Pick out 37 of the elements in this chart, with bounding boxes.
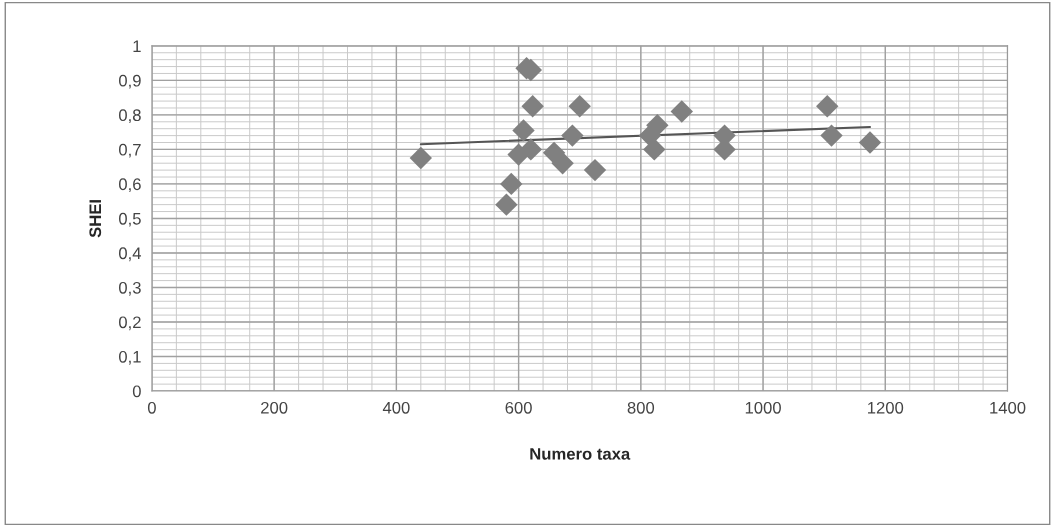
y-tick-label: 0,3 xyxy=(118,281,141,296)
y-tick-label: 0,4 xyxy=(118,247,142,262)
point xyxy=(495,193,518,216)
x-tick-label: 1200 xyxy=(868,401,904,414)
y-tick-label: 0,2 xyxy=(118,316,141,331)
x-tick-label: 1400 xyxy=(990,401,1026,414)
point xyxy=(643,138,666,161)
x-tick-label: 1000 xyxy=(745,401,781,414)
point xyxy=(820,124,843,147)
x-tick-label: 800 xyxy=(627,401,655,414)
point xyxy=(816,95,839,118)
y-tick-label: 1 xyxy=(133,40,141,52)
y-tick-label: 0,7 xyxy=(118,143,141,158)
y-tick-label: 0,6 xyxy=(118,178,141,193)
x-tick-label: 0 xyxy=(147,401,156,414)
point xyxy=(583,158,607,182)
y-tick-label: 0,1 xyxy=(118,350,141,365)
point xyxy=(561,124,584,147)
y-tick-label: 0,5 xyxy=(118,212,141,227)
point xyxy=(646,114,669,137)
x-tick-label: 200 xyxy=(261,401,288,414)
point xyxy=(858,131,882,154)
x-tick-label: 600 xyxy=(505,401,532,414)
point xyxy=(521,95,544,118)
y-tick-label: 0 xyxy=(132,385,141,398)
point xyxy=(670,100,693,123)
point xyxy=(568,95,591,118)
x-axis-title: Numero taxa xyxy=(530,448,631,460)
point xyxy=(500,172,523,196)
point xyxy=(519,138,543,161)
y-axis-title: SHEI xyxy=(89,200,102,238)
point xyxy=(409,146,433,170)
point xyxy=(551,152,574,175)
y-tick-label: 0,8 xyxy=(118,109,141,124)
y-tick-label: 0,9 xyxy=(118,74,141,89)
x-tick-label: 400 xyxy=(382,401,410,414)
point xyxy=(512,119,535,142)
